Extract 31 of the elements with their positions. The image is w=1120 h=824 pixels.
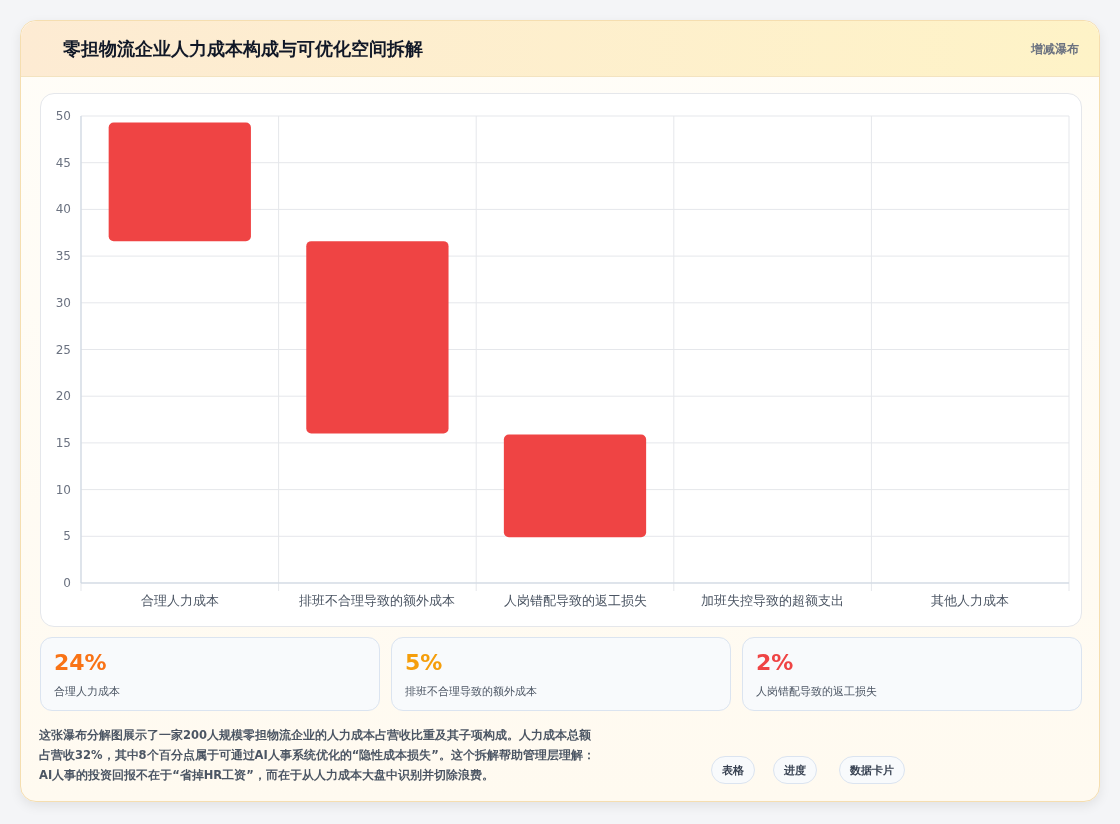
- text: 5%: [405, 650, 443, 675]
- text: 这张瀑布分解图展示了一家200人规模零担物流企业的人力成本占营收比重及其子项构成。人力成本总额占营收32%，其中8个百分点属于可通过AI人事系统优化的“隐性成本损失”。这个拆解帮助管理层理解：AI人事的投资回报不在于“省掉HR工资”，而在于从人力成本大盘中识别并切除浪费。: [39, 727, 596, 784]
- text: 排班不合理导致的额外成本: [405, 684, 537, 699]
- y-tick-label: 25: [55, 342, 71, 357]
- bar: [503, 434, 647, 538]
- y-tick-label: 45: [55, 155, 71, 170]
- y-tick-label: 20: [55, 389, 71, 404]
- y-tick-label: 15: [55, 435, 71, 450]
- bar: [108, 122, 251, 242]
- y-tick-label: 5: [63, 529, 71, 544]
- y-tick-label: 30: [55, 295, 71, 310]
- y-tick-label: 35: [55, 249, 71, 264]
- text: 进度: [773, 756, 817, 784]
- text: 24%: [54, 650, 107, 675]
- text: 人岗错配导致的返工损失: [756, 684, 877, 699]
- chart-subtitle: 增减瀑布: [1031, 41, 1079, 58]
- y-tick-label: 0: [63, 576, 71, 590]
- text: 2%: [756, 650, 794, 675]
- text: 合理人力成本: [54, 684, 120, 699]
- text: 表格: [711, 756, 755, 784]
- chart-title: 零担物流企业人力成本构成与可优化空间拆解: [63, 37, 423, 61]
- x-tick-label: 合理人力成本: [140, 593, 219, 608]
- bar: [306, 241, 449, 434]
- y-tick-label: 50: [55, 109, 71, 123]
- text: 数据卡片: [839, 756, 905, 784]
- x-tick-label: 其他人力成本: [931, 593, 1010, 608]
- x-tick-label: 人岗错配导致的返工损失: [503, 593, 647, 608]
- x-tick-label: 加班失控导致的超额支出: [701, 593, 845, 608]
- y-tick-label: 40: [55, 202, 71, 217]
- y-tick-label: 10: [55, 482, 71, 497]
- x-tick-label: 排班不合理导致的额外成本: [299, 593, 456, 608]
